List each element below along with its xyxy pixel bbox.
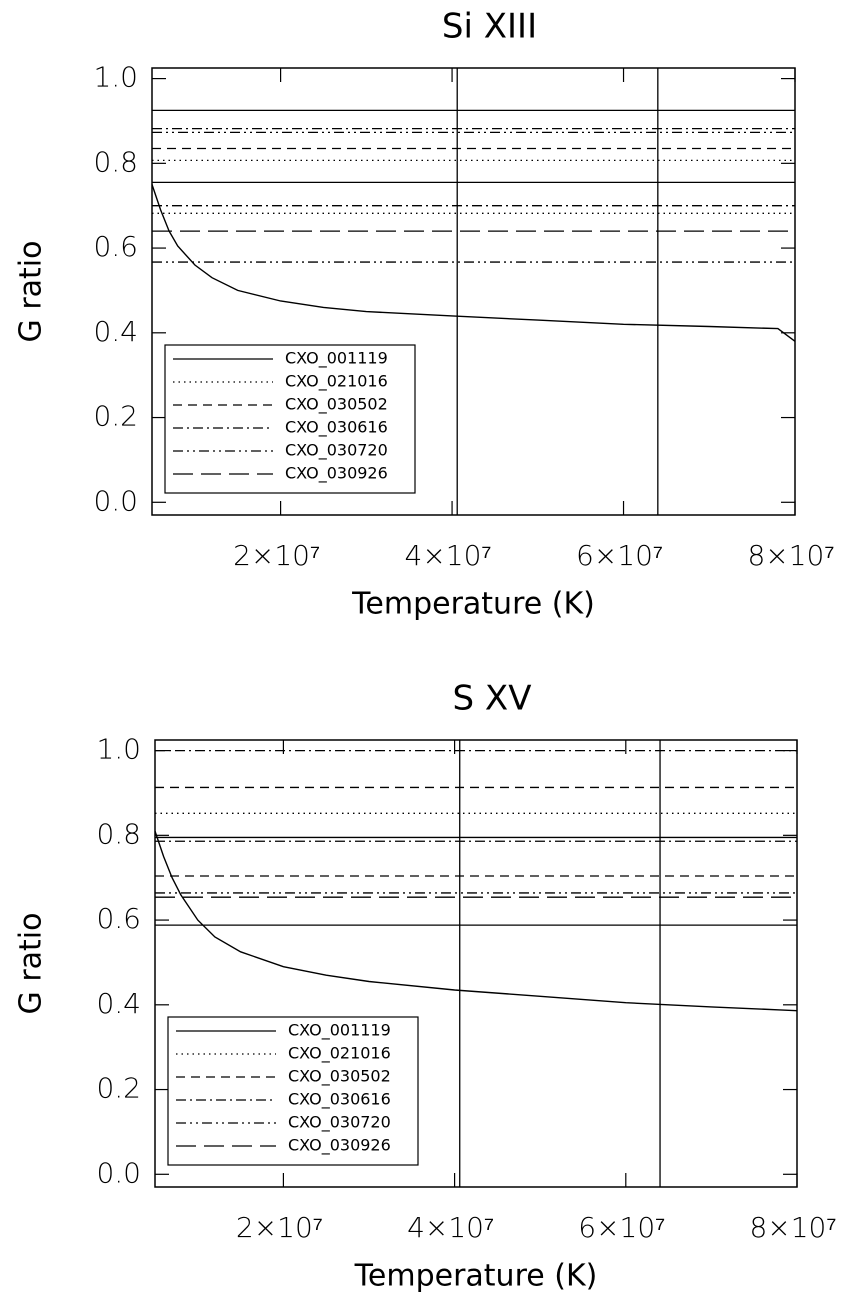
x-tick-label: 2×10⁷ xyxy=(233,539,320,572)
y-tick-label: 0.0 xyxy=(96,1156,141,1189)
y-tick-label: 0.6 xyxy=(93,230,138,263)
legend-box xyxy=(167,1016,419,1166)
legend-label: CXO_030926 xyxy=(285,464,388,484)
y-tick-label: 0.0 xyxy=(93,484,138,517)
x-tick-label: 6×10⁷ xyxy=(576,539,663,572)
legend-label: CXO_030616 xyxy=(288,1090,391,1110)
y-tick-label: 0.2 xyxy=(96,1072,141,1105)
x-tick-label: 2×10⁷ xyxy=(236,1211,323,1244)
ratio-curve xyxy=(154,830,798,1012)
legend-label: CXO_021016 xyxy=(285,372,388,392)
x-tick-label: 6×10⁷ xyxy=(578,1211,665,1244)
y-tick-label: 1.0 xyxy=(96,733,141,766)
y-tick-label: 0.4 xyxy=(93,315,138,348)
chart-title: Si XIII xyxy=(442,7,537,47)
legend-label: CXO_021016 xyxy=(288,1044,391,1064)
ratio-curve xyxy=(151,184,796,342)
legend-label: CXO_001119 xyxy=(285,349,388,369)
legend-box xyxy=(164,344,416,494)
chart-title: S XV xyxy=(453,679,532,719)
panel: Si XIII Temperature (K) G ratio 0.0 0.2 0.4 0.… xyxy=(14,7,835,622)
y-tick-label: 0.4 xyxy=(96,987,141,1020)
x-tick-label: 4×10⁷ xyxy=(405,539,492,572)
legend-label: CXO_030720 xyxy=(285,441,388,461)
x-tick-label: 8×10⁷ xyxy=(749,1211,836,1244)
y-axis-label: G ratio xyxy=(14,913,49,1015)
legend-label: CXO_001119 xyxy=(288,1021,391,1041)
y-axis-label: G ratio xyxy=(14,241,49,343)
plot-frame xyxy=(154,739,798,1188)
y-tick-label: 0.8 xyxy=(96,817,141,850)
x-axis-label: Temperature (K) xyxy=(351,587,595,622)
x-axis-label: Temperature (K) xyxy=(354,1259,598,1294)
legend-label: CXO_030926 xyxy=(288,1136,391,1156)
y-tick-label: 0.2 xyxy=(93,400,138,433)
x-tick-label: 4×10⁷ xyxy=(407,1211,494,1244)
y-tick-label: 1.0 xyxy=(93,61,138,94)
legend-label: CXO_030502 xyxy=(285,395,388,415)
legend-label: CXO_030502 xyxy=(288,1067,391,1087)
plot-frame xyxy=(151,67,796,516)
y-tick-label: 0.6 xyxy=(96,902,141,935)
legend-label: CXO_030616 xyxy=(285,418,388,438)
legend-label: CXO_030720 xyxy=(288,1113,391,1133)
panel: S XV Temperature (K) G ratio 0.0 0.2 0.4 0.6 0.… xyxy=(14,679,837,1294)
y-tick-label: 0.8 xyxy=(93,145,138,178)
x-tick-label: 8×10⁷ xyxy=(747,539,834,572)
